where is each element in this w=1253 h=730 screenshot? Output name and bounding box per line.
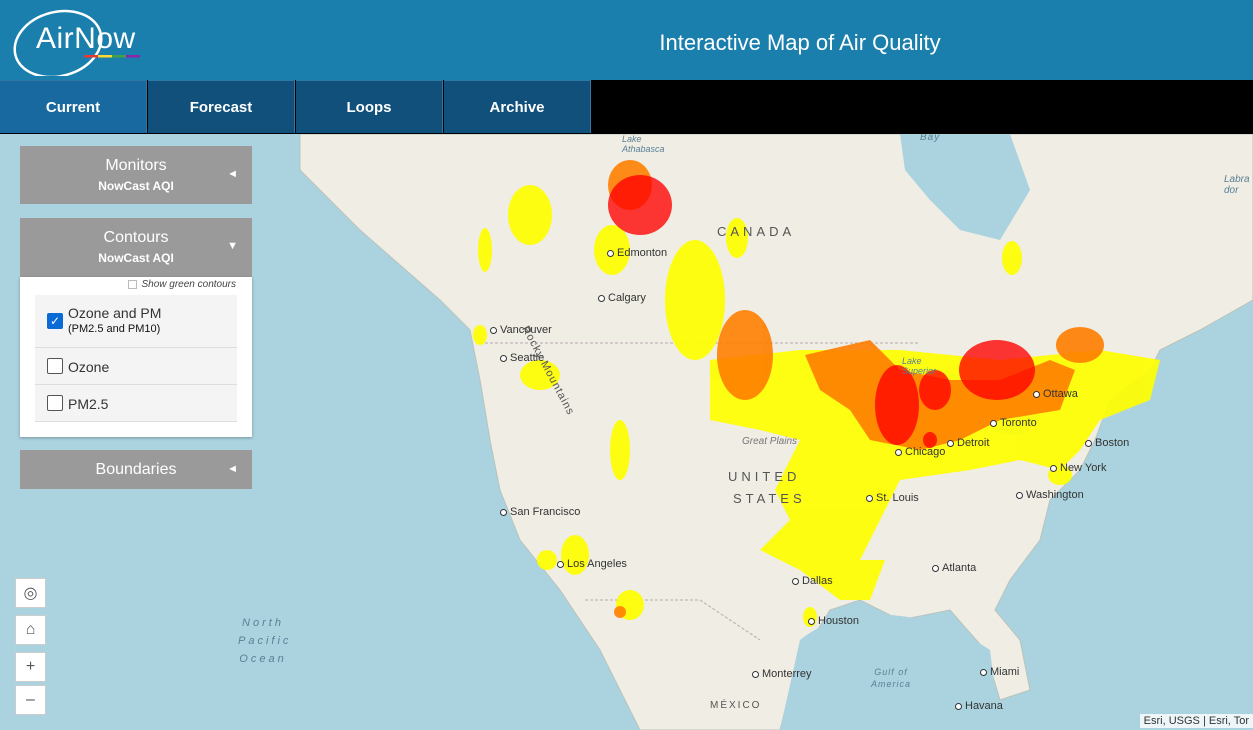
tab-loops[interactable]: Loops	[296, 80, 443, 133]
monitors-title: Monitors	[105, 157, 167, 174]
option-label: Ozone and PM	[68, 305, 162, 321]
city-label: Boston	[1085, 437, 1129, 449]
country-label-us-2: STATES	[733, 491, 806, 506]
city-label: Los Angeles	[557, 558, 627, 570]
option-ozone-and-pm[interactable]: ✓ Ozone and PM (PM2.5 and PM10)	[35, 295, 237, 348]
region-label-bay: Bay	[920, 134, 941, 143]
city-label: Ottawa	[1033, 388, 1078, 400]
locate-icon[interactable]: ◎	[15, 578, 46, 608]
monitors-subtitle: NowCast AQI	[98, 179, 174, 193]
boundaries-panel-header[interactable]: Boundaries ◄	[20, 450, 252, 489]
city-label: Atlanta	[932, 562, 976, 574]
header-bar: AirNow Interactive Map of Air Quality	[0, 0, 1253, 80]
city-label: Dallas	[792, 575, 833, 587]
option-pm25[interactable]: PM2.5	[35, 385, 237, 422]
option-label: Ozone	[68, 359, 110, 375]
ocean-label-gulf: Gulf of America	[866, 666, 916, 690]
option-sublabel: (PM2.5 and PM10)	[68, 323, 161, 335]
city-label: Seattle	[500, 352, 544, 364]
country-label-mexico: MÉXICO	[710, 700, 762, 711]
collapse-arrow-icon[interactable]: ◄	[227, 463, 238, 475]
city-label: Calgary	[598, 292, 646, 304]
option-ozone[interactable]: Ozone	[35, 348, 237, 385]
checkbox-icon[interactable]	[47, 358, 63, 374]
ocean-label-north-pacific: North Pacific Ocean	[238, 614, 288, 668]
aqi-unhealthy-contours	[608, 175, 1035, 448]
city-label: Houston	[808, 615, 859, 627]
show-green-label: Show green contours	[141, 279, 236, 290]
city-label: Washington	[1016, 489, 1084, 501]
monitors-panel-header[interactable]: Monitors NowCast AQI ◄	[20, 146, 252, 204]
map-attribution[interactable]: Esri, USGS | Esri, Tor	[1139, 714, 1253, 728]
home-icon[interactable]: ⌂	[15, 615, 46, 645]
ocean-label-line: America	[870, 679, 911, 689]
city-label: Vancouver	[490, 324, 552, 336]
city-label: San Francisco	[500, 506, 580, 518]
region-label-labrador: Labra dor	[1224, 174, 1250, 196]
expand-arrow-icon[interactable]: ▼	[227, 240, 238, 252]
gulf-of-mexico	[780, 614, 1000, 730]
contours-title: Contours	[103, 229, 169, 246]
contours-panel-body: Show green contours ✓ Ozone and PM (PM2.…	[20, 277, 252, 437]
city-label: Detroit	[947, 437, 989, 449]
nav-bar: Current Forecast Loops Archive	[0, 80, 1253, 134]
city-label: St. Louis	[866, 492, 919, 504]
contours-subtitle: NowCast AQI	[98, 251, 174, 265]
ocean-label-line: Pacific	[238, 635, 292, 647]
airnow-logo-icon[interactable]	[6, 6, 146, 76]
city-label: Edmonton	[607, 247, 667, 259]
city-label: Miami	[980, 666, 1019, 678]
region-label-lake-athabasca: Lake Athabasca	[622, 134, 665, 154]
tab-forecast[interactable]: Forecast	[148, 80, 295, 133]
region-label-lake-superior: Lake Superior	[902, 356, 937, 376]
city-label: Monterrey	[752, 668, 812, 680]
checkbox-icon[interactable]	[128, 279, 138, 289]
ocean-label-line: Ocean	[239, 653, 287, 665]
aqi-moderate-contours	[473, 185, 1160, 627]
checkbox-checked-icon[interactable]: ✓	[47, 313, 63, 329]
zoom-out-button[interactable]: –	[15, 685, 46, 715]
city-label: Toronto	[990, 417, 1037, 429]
boundaries-title: Boundaries	[95, 461, 177, 478]
ocean-label-line: Gulf of	[874, 667, 908, 677]
checkbox-icon[interactable]	[47, 395, 63, 411]
contours-panel-header[interactable]: Contours NowCast AQI ▼	[20, 218, 252, 277]
zoom-in-button[interactable]: +	[15, 652, 46, 682]
country-label-us-1: UNITED	[728, 469, 801, 484]
city-label: New York	[1050, 462, 1106, 474]
ocean-label-line: North	[242, 617, 284, 629]
tab-current[interactable]: Current	[0, 80, 147, 133]
page-title: Interactive Map of Air Quality	[659, 30, 941, 55]
logo-text: AirNow	[36, 22, 136, 55]
region-label-great-plains: Great Plains	[742, 436, 798, 447]
show-green-toggle[interactable]: Show green contours	[128, 279, 236, 290]
option-label: PM2.5	[68, 396, 109, 412]
tab-archive[interactable]: Archive	[444, 80, 591, 133]
collapse-arrow-icon[interactable]: ◄	[227, 168, 238, 180]
city-label: Chicago	[895, 446, 945, 458]
hudson-bay	[900, 134, 1030, 240]
city-label: Havana	[955, 700, 1003, 712]
country-label-canada: CANADA	[717, 224, 796, 239]
